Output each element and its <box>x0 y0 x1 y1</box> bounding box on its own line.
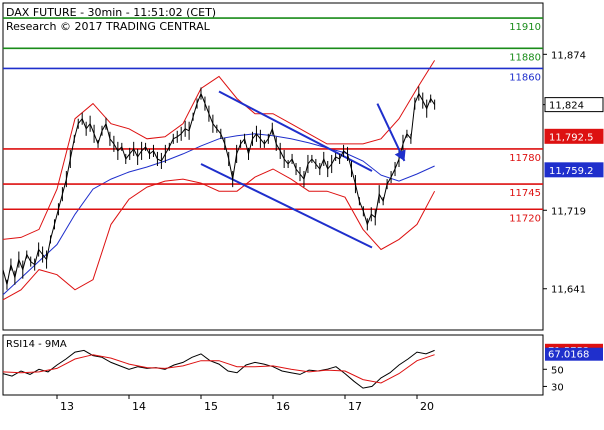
ma-line <box>2 133 435 296</box>
price-series <box>2 86 436 290</box>
rsi-series <box>2 349 435 389</box>
price-value-box <box>544 128 604 144</box>
x-tick-label: 20 <box>420 400 434 413</box>
level-label-11745: 11745 <box>509 188 541 199</box>
forecast-arrow <box>376 103 406 162</box>
chart-title: DAX FUTURE - 30min - 11:51:02 (CET) <box>6 6 216 19</box>
arrow-head <box>394 149 406 161</box>
x-tick-label: 17 <box>348 400 362 413</box>
price-value-label: 11,824 <box>549 101 584 112</box>
x-tick-label: 14 <box>132 400 146 413</box>
trendlines <box>200 90 373 249</box>
price-value-label: 11,792.5 <box>549 132 594 143</box>
rsi-y-tick-label: 50 <box>551 365 564 376</box>
level-label-11910: 11910 <box>509 22 541 33</box>
level-label-11780: 11780 <box>509 153 541 164</box>
level-label-11720: 11720 <box>509 213 541 224</box>
price-line <box>2 92 436 285</box>
lower-band-line <box>2 168 436 301</box>
y-tick-label: 11,874 <box>551 50 586 61</box>
y-tick-label: 11,641 <box>551 285 586 296</box>
x-tick-label: 13 <box>60 400 74 413</box>
trendline-1 <box>218 90 373 172</box>
trendline-2 <box>200 163 373 249</box>
level-label-11880: 11880 <box>509 52 541 63</box>
rsi-axis: 503071.575267.0168 <box>543 343 603 393</box>
price-panel-frame <box>2 2 544 331</box>
level-label-11860: 11860 <box>509 72 541 83</box>
horizontal-levels: 11910 11880 11860 11780 11745 11720 <box>3 17 543 224</box>
price-value-box <box>544 97 604 113</box>
price-value-box <box>544 162 604 178</box>
x-tick-label: 16 <box>276 400 290 413</box>
moving-average <box>2 133 435 296</box>
price-axis: 11,87411,82411,71911,64111,82411,792.511… <box>543 50 604 296</box>
y-tick-label: 11,719 <box>551 206 586 217</box>
rsi-value-label: 67.0168 <box>548 350 589 361</box>
rsi-title: RSI14 - 9MA <box>6 339 67 350</box>
upper-band-line <box>2 60 436 240</box>
x-tick-label: 15 <box>204 400 218 413</box>
bollinger-bands <box>2 60 436 301</box>
arrow-shaft <box>376 103 406 162</box>
rsi-y-tick-label: 30 <box>551 382 564 393</box>
chart-copyright: Research © 2017 TRADING CENTRAL <box>6 20 211 33</box>
time-axis: 13 14 15 16 17 20 <box>56 395 434 413</box>
price-value-label: 11,759.2 <box>549 166 594 177</box>
rsi-ma-line <box>2 354 435 384</box>
rsi-line <box>2 349 435 389</box>
rsi-value-box <box>545 347 603 361</box>
